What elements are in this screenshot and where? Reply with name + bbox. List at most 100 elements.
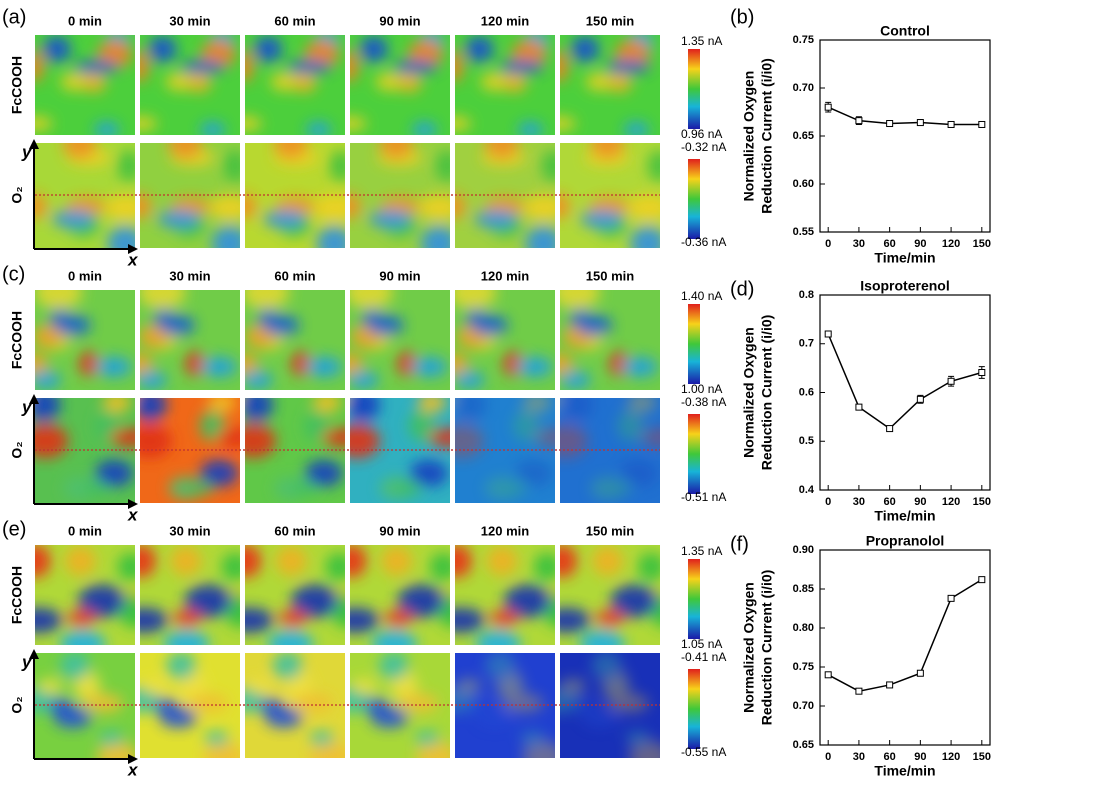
blob — [187, 693, 229, 713]
blob — [428, 428, 450, 447]
heatmap-blobs — [35, 143, 135, 248]
chart-title: Isoproterenol — [860, 278, 949, 294]
blob — [79, 351, 98, 377]
blob — [485, 653, 516, 680]
blob — [560, 49, 568, 83]
y-tick-label: 0.70 — [793, 82, 814, 94]
blob — [262, 314, 300, 336]
blob — [35, 398, 61, 422]
blob — [591, 653, 622, 680]
blob — [245, 398, 274, 422]
plot-frame — [819, 39, 991, 233]
heatmap — [455, 653, 555, 758]
time-label: 150 min — [586, 523, 634, 538]
blob — [245, 353, 258, 375]
colorbar — [688, 669, 700, 749]
arrow-head — [128, 754, 138, 764]
heatmap — [35, 398, 135, 503]
x-tick-label: 150 — [973, 496, 991, 508]
blob — [640, 428, 660, 447]
time-label: 0 min — [68, 13, 102, 28]
axis-letter: x — [127, 250, 139, 269]
blob — [575, 314, 613, 336]
blob — [73, 60, 119, 74]
heatmap — [35, 545, 135, 645]
heatmap-blobs — [140, 653, 240, 758]
heatmap-blobs — [455, 545, 555, 645]
heatmap — [245, 653, 345, 758]
heatmap — [350, 35, 450, 135]
blob — [560, 371, 591, 389]
colorbar-label: -0.41 nA — [681, 650, 726, 664]
time-label: 120 min — [481, 523, 529, 538]
blob — [304, 410, 330, 442]
plot-frame — [819, 294, 991, 491]
blob — [62, 143, 97, 159]
x-tick-label: 90 — [914, 238, 926, 250]
heatmap-blobs — [35, 653, 135, 758]
blob — [590, 143, 625, 159]
colorbar-label: 1.00 nA — [681, 382, 722, 396]
heatmap-blobs — [350, 35, 444, 135]
blob — [95, 356, 132, 378]
panel-label: (b) — [730, 6, 754, 28]
blob — [541, 150, 555, 182]
arrow-head — [128, 244, 138, 254]
row-label: O₂ — [9, 186, 25, 203]
heatmap — [455, 35, 555, 135]
blob — [523, 194, 555, 221]
marker — [947, 120, 955, 128]
time-label: 150 min — [586, 13, 634, 28]
blob — [499, 60, 544, 74]
marker — [886, 681, 894, 689]
blob — [267, 629, 314, 645]
heatmap-blobs — [455, 398, 555, 500]
blob — [211, 225, 240, 248]
colorbar-label: -0.36 nA — [681, 235, 726, 249]
blob — [166, 653, 197, 680]
blob — [350, 193, 361, 220]
blob — [292, 73, 317, 93]
blob — [414, 730, 440, 746]
y-tick-label: 0.65 — [793, 739, 814, 751]
panel-label: (a) — [2, 6, 26, 28]
blob — [59, 653, 90, 680]
y-tick-label: 0.85 — [793, 583, 814, 595]
chart-title: Control — [880, 23, 930, 39]
blob — [617, 410, 643, 442]
blob — [474, 210, 518, 229]
blob — [245, 116, 263, 131]
y-axis-label: Reduction Current (i/i0) — [759, 570, 775, 726]
row-label: O₂ — [9, 696, 25, 713]
blob — [595, 610, 624, 627]
heatmap-blobs — [455, 143, 555, 248]
blob — [486, 546, 518, 576]
blob — [173, 610, 202, 627]
heatmap — [140, 545, 240, 645]
blob — [200, 356, 237, 378]
time-label: 60 min — [274, 13, 315, 28]
y-tick-label: 0.4 — [799, 484, 815, 496]
blob — [350, 371, 379, 389]
blob — [429, 552, 450, 581]
blob — [104, 194, 135, 221]
blob — [605, 481, 632, 496]
blob — [107, 225, 135, 248]
heatmap — [455, 398, 555, 503]
blob — [223, 150, 240, 182]
heatmap-blobs — [350, 290, 448, 389]
blob — [455, 353, 468, 375]
heatmap-blobs — [560, 143, 660, 248]
x-tick-label: 0 — [825, 496, 831, 508]
x-tick-label: 90 — [914, 496, 926, 508]
blob — [610, 584, 659, 618]
x-tick-label: 60 — [884, 751, 896, 763]
blob — [273, 143, 308, 159]
blob — [371, 629, 418, 645]
heatmap — [455, 545, 555, 645]
marker — [978, 369, 986, 377]
blob — [99, 730, 124, 746]
blob — [207, 398, 237, 413]
blob — [621, 356, 658, 378]
blob — [455, 545, 472, 578]
